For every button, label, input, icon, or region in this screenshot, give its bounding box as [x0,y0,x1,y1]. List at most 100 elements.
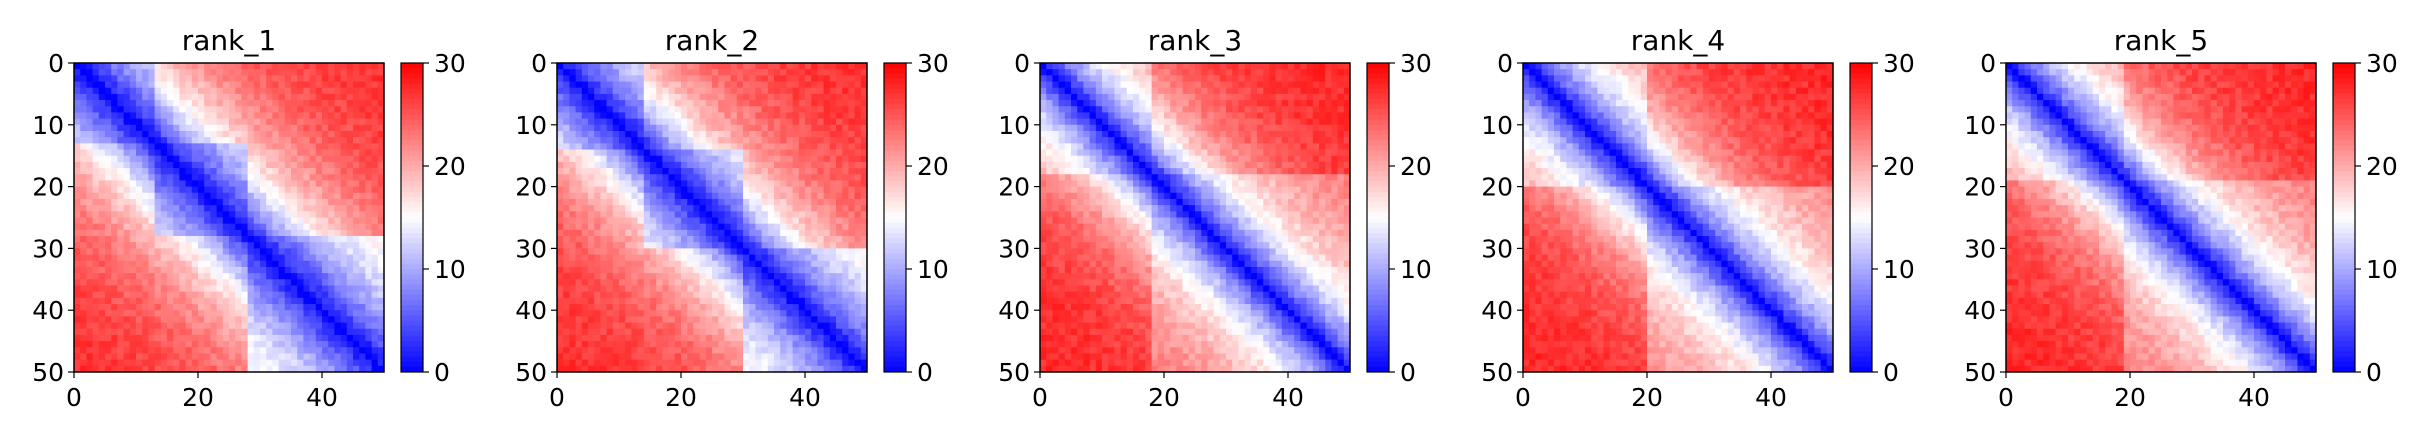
heatmap-cell [674,211,682,218]
heatmap-cell [792,155,800,163]
heatmap-cell [260,100,267,107]
heatmap-cell [241,186,248,194]
heatmap-cell [681,81,688,89]
heatmap-cell [272,322,279,330]
heatmap-cell [111,310,118,317]
heatmap-cell [173,223,180,231]
heatmap-cell [173,260,180,268]
heatmap-cell [836,279,843,286]
colorbar-segment [401,99,423,105]
heatmap-cell [247,304,255,311]
heatmap-cell [136,198,143,206]
heatmap-cell [123,124,131,132]
heatmap-cell [631,254,638,262]
colorbar-segment [401,140,423,146]
heatmap-cell [581,359,589,367]
heatmap-cell [743,161,750,169]
heatmap-cell [805,248,812,255]
heatmap-cell [662,316,669,323]
heatmap-cell [674,260,682,268]
heatmap-cell [266,316,273,323]
heatmap-cell [786,248,793,255]
heatmap-cell [637,69,645,76]
heatmap-cell [198,198,205,206]
heatmap-cell [774,130,781,138]
heatmap-cell [272,192,279,200]
colorbar-tick-label: 30 [434,49,466,78]
heatmap-cell [612,143,620,150]
heatmap-cell [142,285,149,293]
heatmap-cell [860,316,868,323]
heatmap-cell [322,87,329,95]
colorbar-segment [401,341,423,347]
heatmap-cell [371,124,379,132]
heatmap-cell [74,365,81,373]
heatmap-cell [786,118,793,126]
heatmap-cell [247,180,255,187]
heatmap-cell [74,168,81,175]
heatmap-cell [854,254,862,262]
heatmap-cell [755,242,762,249]
heatmap-cell [167,248,174,255]
heatmap-cell [736,149,744,157]
heatmap-cell [588,155,595,163]
heatmap-cell [346,334,354,342]
heatmap-cell [272,316,279,323]
heatmap-cell [557,254,564,262]
heatmap-cell [792,81,800,89]
heatmap-cell [699,353,707,361]
heatmap-cell [260,285,267,293]
heatmap-cell [842,130,849,138]
heatmap-cell [198,260,205,268]
heatmap-cell [160,248,168,255]
heatmap-cell [569,180,576,187]
heatmap-cell [569,328,576,336]
heatmap-cell [86,143,93,150]
heatmap-cell [129,192,137,200]
heatmap-cell [668,322,676,330]
heatmap-cell [637,347,645,354]
heatmap-cell [724,100,731,107]
heatmap-cell [117,291,124,299]
heatmap-cell [74,236,81,243]
heatmap-cell [854,273,862,280]
heatmap-cell [340,161,348,169]
heatmap-cell [340,124,348,132]
heatmap-cell [272,266,279,274]
heatmap-cell [612,266,620,274]
heatmap-cell [297,322,304,330]
heatmap-cell [743,248,750,255]
heatmap-cell [656,75,663,82]
heatmap-cell [371,211,379,218]
heatmap-cell [309,365,317,373]
heatmap-cell [315,118,323,126]
heatmap-cell [612,297,620,305]
heatmap-cell [179,161,186,169]
heatmap-cell [668,347,676,354]
heatmap-cell [842,273,849,280]
heatmap-cell [780,186,787,194]
heatmap-cell [588,254,595,262]
heatmap-cell [681,63,688,70]
heatmap-cell [662,334,669,342]
heatmap-cell [210,359,217,367]
heatmap-cell [241,180,248,187]
heatmap-cell [136,168,143,175]
heatmap-cell [643,63,651,70]
heatmap-cell [798,93,806,101]
heatmap-cell [278,93,286,101]
heatmap-cell [272,93,279,101]
heatmap-cell [365,211,372,218]
heatmap-cell [191,155,199,163]
heatmap-cell [260,63,267,70]
heatmap-cell [619,118,626,126]
heatmap-cell [309,69,317,76]
heatmap-cell [309,229,317,237]
heatmap-cell [780,223,787,231]
heatmap-cell [625,149,632,157]
heatmap-cell [662,285,669,293]
y-tick-label: 30 [32,234,64,263]
heatmap-cell [681,328,688,336]
heatmap-cell [359,266,366,274]
heatmap-cell [105,273,112,280]
